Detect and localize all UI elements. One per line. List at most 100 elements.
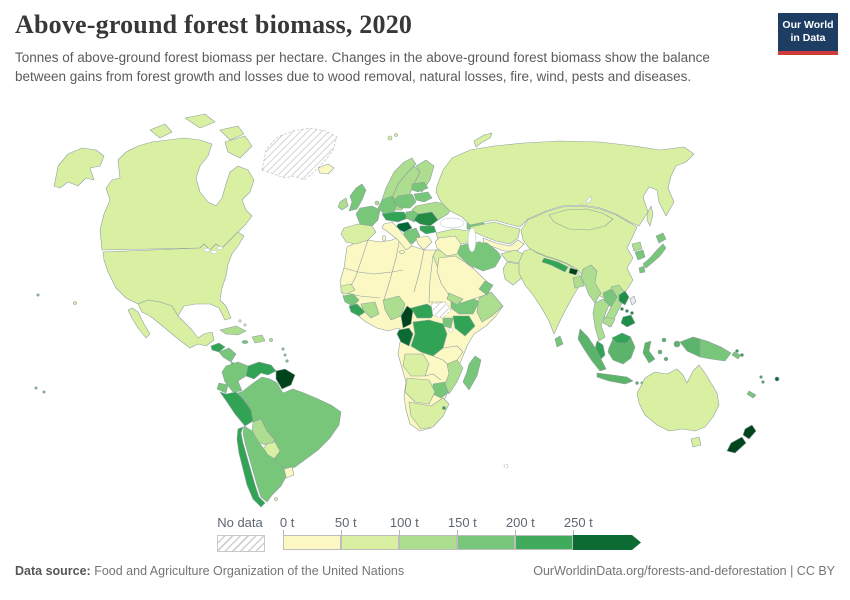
- country-australia[interactable]: [636, 364, 720, 432]
- country-png-new-britain[interactable]: [731, 351, 742, 360]
- country-peru[interactable]: [219, 391, 254, 427]
- country-svalbard-1[interactable]: [387, 135, 393, 141]
- country-benelux[interactable]: [374, 200, 380, 206]
- country-philippines-visayas-1[interactable]: [620, 307, 624, 311]
- country-solomon-islands-2[interactable]: [740, 353, 744, 357]
- country-japan-honshu[interactable]: [642, 243, 667, 269]
- country-thailand[interactable]: [592, 298, 610, 342]
- country-new-zealand-north[interactable]: [742, 424, 757, 440]
- country-cuba[interactable]: [219, 325, 247, 336]
- country-uganda[interactable]: [442, 317, 454, 329]
- country-kenya[interactable]: [452, 315, 476, 337]
- country-guianas[interactable]: [275, 368, 296, 390]
- country-guinea[interactable]: [342, 293, 360, 307]
- country-philippines-mindanao[interactable]: [620, 314, 636, 328]
- country-bahamas-1[interactable]: [238, 319, 242, 323]
- country-papua-new-guinea[interactable]: [699, 338, 732, 362]
- country-gabon-congo[interactable]: [396, 327, 414, 347]
- country-sierra-leone-liberia[interactable]: [348, 303, 366, 317]
- country-taiwan[interactable]: [629, 295, 637, 306]
- country-chile[interactable]: [236, 426, 266, 508]
- country-new-caledonia[interactable]: [746, 390, 757, 399]
- country-hispaniola[interactable]: [251, 334, 266, 344]
- country-north-korea[interactable]: [631, 241, 643, 252]
- country-france[interactable]: [355, 205, 381, 229]
- country-argentina[interactable]: [242, 425, 287, 503]
- country-kazakhstan[interactable]: [469, 221, 521, 245]
- country-italy-sicily[interactable]: [399, 250, 405, 254]
- country-canada[interactable]: [99, 137, 255, 251]
- country-indonesia-sumatra[interactable]: [577, 328, 607, 372]
- country-svalbard-2[interactable]: [394, 133, 398, 137]
- country-bhutan[interactable]: [568, 267, 579, 276]
- country-indonesia-sulawesi[interactable]: [642, 340, 656, 364]
- legend-bin-100t[interactable]: [399, 535, 457, 550]
- country-philippines-visayas-2[interactable]: [625, 309, 629, 313]
- country-united-kingdom[interactable]: [348, 183, 367, 212]
- pacific-island-3[interactable]: [42, 390, 46, 394]
- country-lesser-antilles-2[interactable]: [283, 353, 287, 357]
- country-japan-hokkaido[interactable]: [655, 232, 667, 244]
- country-indonesia-java[interactable]: [596, 372, 634, 385]
- country-fiji[interactable]: [774, 376, 780, 382]
- country-spain-portugal[interactable]: [340, 223, 377, 245]
- country-south-korea[interactable]: [634, 249, 646, 261]
- country-russia-sakhalin[interactable]: [646, 205, 654, 227]
- country-italy-sardinia[interactable]: [382, 235, 386, 241]
- country-philippines-visayas-3[interactable]: [630, 311, 634, 315]
- country-south-africa[interactable]: [408, 397, 450, 430]
- country-solomon-islands-1[interactable]: [735, 349, 739, 353]
- country-colombia[interactable]: [221, 361, 249, 393]
- country-new-zealand-south[interactable]: [726, 436, 747, 454]
- country-greece[interactable]: [415, 235, 433, 251]
- country-ecuador[interactable]: [216, 382, 229, 394]
- country-myanmar[interactable]: [580, 264, 602, 304]
- country-namibia-botswana[interactable]: [404, 377, 436, 405]
- country-jamaica[interactable]: [241, 340, 249, 344]
- country-indonesia-west-papua[interactable]: [679, 336, 701, 358]
- country-eswatini[interactable]: [442, 406, 446, 410]
- country-greenland[interactable]: [261, 127, 338, 181]
- country-angola[interactable]: [402, 353, 430, 377]
- legend-bin-250t[interactable]: [573, 535, 641, 550]
- country-russia-novaya-zemlya[interactable]: [473, 132, 493, 148]
- country-senegal[interactable]: [340, 283, 356, 295]
- pacific-island-1[interactable]: [36, 293, 40, 297]
- country-usa-hawaii[interactable]: [73, 301, 77, 305]
- country-philippines-luzon[interactable]: [618, 290, 630, 306]
- country-iceland[interactable]: [317, 163, 335, 175]
- country-russia[interactable]: [435, 140, 695, 228]
- country-saudi-arabia[interactable]: [436, 255, 492, 304]
- country-oman[interactable]: [478, 280, 494, 296]
- country-yemen[interactable]: [446, 292, 464, 306]
- country-venezuela[interactable]: [245, 361, 277, 380]
- country-canada-arctic-island-1[interactable]: [149, 123, 173, 139]
- country-italy[interactable]: [381, 221, 413, 251]
- country-mexico[interactable]: [137, 299, 215, 349]
- country-canada-arctic-island-2[interactable]: [184, 113, 216, 129]
- country-sri-lanka[interactable]: [554, 335, 564, 348]
- country-cameroon[interactable]: [400, 305, 414, 329]
- country-mongolia[interactable]: [548, 208, 614, 231]
- country-japan-kyushu[interactable]: [638, 265, 646, 274]
- legend-bin-0t[interactable]: [283, 535, 341, 550]
- country-cote-divoire-ghana[interactable]: [360, 301, 380, 319]
- legend-bin-150t[interactable]: [457, 535, 515, 550]
- legend-no-data-swatch[interactable]: [217, 535, 265, 552]
- country-guatemala-belize[interactable]: [210, 342, 226, 353]
- country-canada-arctic-island-3[interactable]: [219, 125, 245, 141]
- legend-bin-50t[interactable]: [341, 535, 399, 550]
- legend-bin-200t[interactable]: [515, 535, 573, 550]
- country-mozambique[interactable]: [444, 359, 464, 395]
- country-south-sudan[interactable]: [430, 301, 452, 319]
- country-poland[interactable]: [393, 193, 417, 209]
- country-puerto-rico[interactable]: [269, 338, 273, 342]
- country-indonesia-bali[interactable]: [635, 381, 639, 385]
- country-canada-baffin-island[interactable]: [224, 135, 253, 159]
- country-vanuatu-2[interactable]: [761, 380, 765, 384]
- country-central-europe[interactable]: [381, 211, 409, 223]
- owid-logo[interactable]: Our World in Data: [778, 13, 838, 55]
- country-malaysia-north-borneo[interactable]: [611, 332, 632, 344]
- country-baltic-states[interactable]: [411, 181, 429, 193]
- country-usa-alaska[interactable]: [53, 147, 105, 189]
